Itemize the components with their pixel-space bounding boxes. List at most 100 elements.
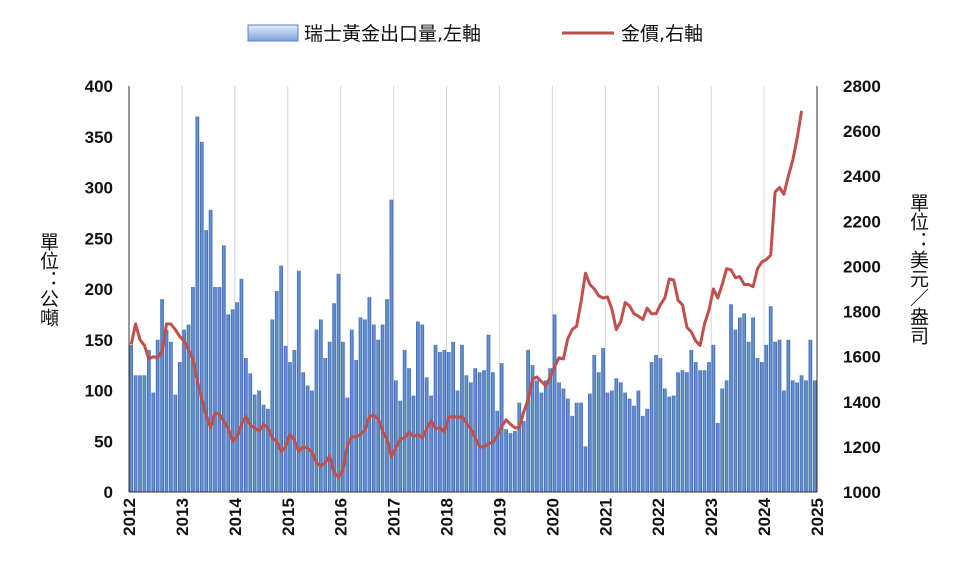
- bar: [649, 362, 654, 492]
- bar: [283, 345, 288, 492]
- bar: [314, 329, 319, 492]
- left-tick-label: 300: [85, 179, 113, 198]
- bar: [248, 373, 253, 492]
- bar: [274, 291, 279, 492]
- x-tick-label: 2022: [649, 498, 668, 536]
- bar: [239, 278, 244, 492]
- bar-series: [129, 116, 888, 492]
- bar: [526, 349, 530, 492]
- bar: [614, 378, 619, 492]
- bar: [208, 209, 213, 492]
- bar: [543, 380, 548, 492]
- bar: [746, 341, 751, 492]
- x-tick-label: 2015: [279, 498, 298, 536]
- bar: [689, 349, 694, 492]
- bar: [411, 395, 416, 492]
- bar: [305, 385, 310, 492]
- bar: [768, 306, 773, 492]
- bar: [371, 324, 376, 492]
- legend-label-bar: 瑞士黃金出口量,左軸: [304, 23, 481, 45]
- bar: [363, 319, 367, 492]
- x-tick-label: 2012: [120, 498, 139, 536]
- bar: [588, 393, 592, 492]
- x-tick-label: 2024: [755, 497, 774, 535]
- bar: [552, 314, 557, 492]
- bar: [310, 390, 314, 492]
- bar: [579, 402, 583, 492]
- bar: [610, 390, 614, 492]
- bar: [565, 398, 570, 492]
- bar: [226, 314, 231, 492]
- x-tick-label: 2014: [226, 497, 245, 535]
- bar: [632, 405, 636, 492]
- bar: [213, 286, 217, 492]
- right-tick-label: 2000: [843, 257, 881, 276]
- bar: [680, 370, 685, 492]
- right-tick-label: 1000: [843, 483, 881, 502]
- bar: [596, 372, 601, 492]
- x-tick-label: 2023: [702, 498, 721, 536]
- left-tick-label: 200: [85, 280, 113, 299]
- x-tick-label: 2018: [438, 498, 457, 536]
- bar: [416, 321, 420, 492]
- bar: [195, 116, 200, 492]
- right-tick-label: 2400: [843, 167, 881, 186]
- bar: [658, 358, 663, 492]
- bar: [204, 230, 209, 492]
- bar: [755, 358, 760, 492]
- bar: [777, 339, 782, 492]
- x-tick-label: 2020: [543, 498, 562, 536]
- bar: [217, 286, 222, 492]
- bar: [786, 339, 791, 492]
- bar: [341, 341, 345, 492]
- bar: [711, 344, 716, 492]
- bar: [884, 409, 888, 492]
- bar: [702, 370, 707, 492]
- line-series: [129, 110, 804, 479]
- bar: [142, 375, 147, 492]
- bar: [592, 354, 597, 492]
- bar: [808, 339, 813, 492]
- bar: [790, 380, 795, 492]
- bar: [817, 380, 821, 492]
- gold-price-line: [129, 110, 804, 479]
- bar: [676, 372, 680, 492]
- left-tick-label: 50: [94, 432, 113, 451]
- bar: [831, 332, 835, 492]
- left-axis-title: 單位：公噸: [37, 232, 59, 327]
- right-axis-title: 單位：美元／盎司: [907, 193, 929, 345]
- bar: [164, 329, 169, 492]
- bar: [835, 350, 839, 492]
- bar: [539, 392, 544, 492]
- bar: [561, 388, 566, 492]
- bar: [623, 392, 628, 492]
- bar: [782, 390, 786, 492]
- bar: [720, 388, 725, 492]
- bar: [698, 370, 702, 492]
- bar: [230, 309, 235, 492]
- right-tick-label: 2800: [843, 77, 881, 96]
- right-tick-label: 2600: [843, 122, 881, 141]
- left-tick-label: 0: [104, 483, 113, 502]
- bar: [799, 375, 804, 492]
- bar: [354, 360, 358, 492]
- bar: [402, 349, 407, 492]
- left-tick-labels: 0 50 100 150 200 250 300 350 400: [85, 77, 113, 502]
- right-tick-label: 1200: [843, 438, 881, 457]
- bar: [468, 382, 473, 492]
- bar: [640, 415, 645, 492]
- bar: [557, 382, 561, 492]
- bar: [420, 324, 425, 492]
- bar: [618, 382, 623, 492]
- bar: [424, 377, 429, 492]
- bar: [583, 446, 588, 492]
- right-tick-label: 1800: [843, 303, 881, 322]
- bar: [693, 362, 698, 492]
- bar: [570, 415, 575, 492]
- bar: [327, 341, 332, 492]
- bar: [393, 380, 398, 492]
- bar: [822, 368, 826, 492]
- bar: [429, 395, 433, 492]
- bar: [385, 299, 389, 492]
- right-tick-label: 2200: [843, 212, 881, 231]
